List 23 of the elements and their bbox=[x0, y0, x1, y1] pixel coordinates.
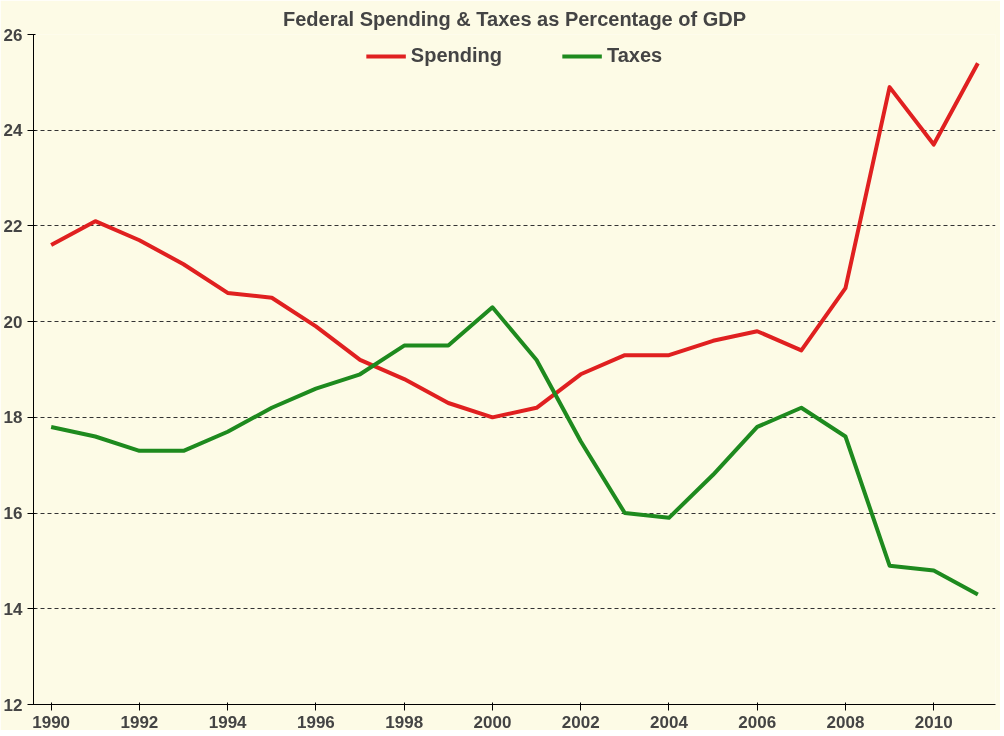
y-tick-label: 24 bbox=[3, 121, 24, 141]
x-tick-label: 2004 bbox=[650, 712, 689, 732]
line-series bbox=[49, 305, 980, 597]
x-tick-label: 2010 bbox=[914, 712, 953, 732]
x-tick-label: 1998 bbox=[385, 712, 424, 732]
y-tick-label: 20 bbox=[3, 312, 23, 332]
x-tick-label: 2006 bbox=[738, 712, 777, 732]
x-tick-label: 1996 bbox=[297, 712, 335, 732]
x-tick-label: 2008 bbox=[826, 712, 865, 732]
y-tick-label: 22 bbox=[3, 216, 23, 236]
y-tick-label: 12 bbox=[3, 695, 23, 715]
x-tick-label: 1990 bbox=[32, 712, 71, 732]
legend-label: Spending bbox=[410, 44, 502, 67]
y-tick-label: 18 bbox=[3, 408, 23, 428]
y-tick-label: 14 bbox=[3, 599, 24, 619]
x-tick-label: 2002 bbox=[561, 712, 600, 732]
x-tick-label: 1992 bbox=[120, 712, 159, 732]
x-tick-label: 1994 bbox=[208, 712, 248, 732]
x-tick-label: 2000 bbox=[473, 712, 512, 732]
chart-title: Federal Spending & Taxes as Percentage of GDP bbox=[282, 7, 747, 30]
y-tick-label: 26 bbox=[3, 25, 23, 45]
y-tick-label: 16 bbox=[3, 504, 23, 524]
legend-label: Taxes bbox=[606, 44, 663, 67]
